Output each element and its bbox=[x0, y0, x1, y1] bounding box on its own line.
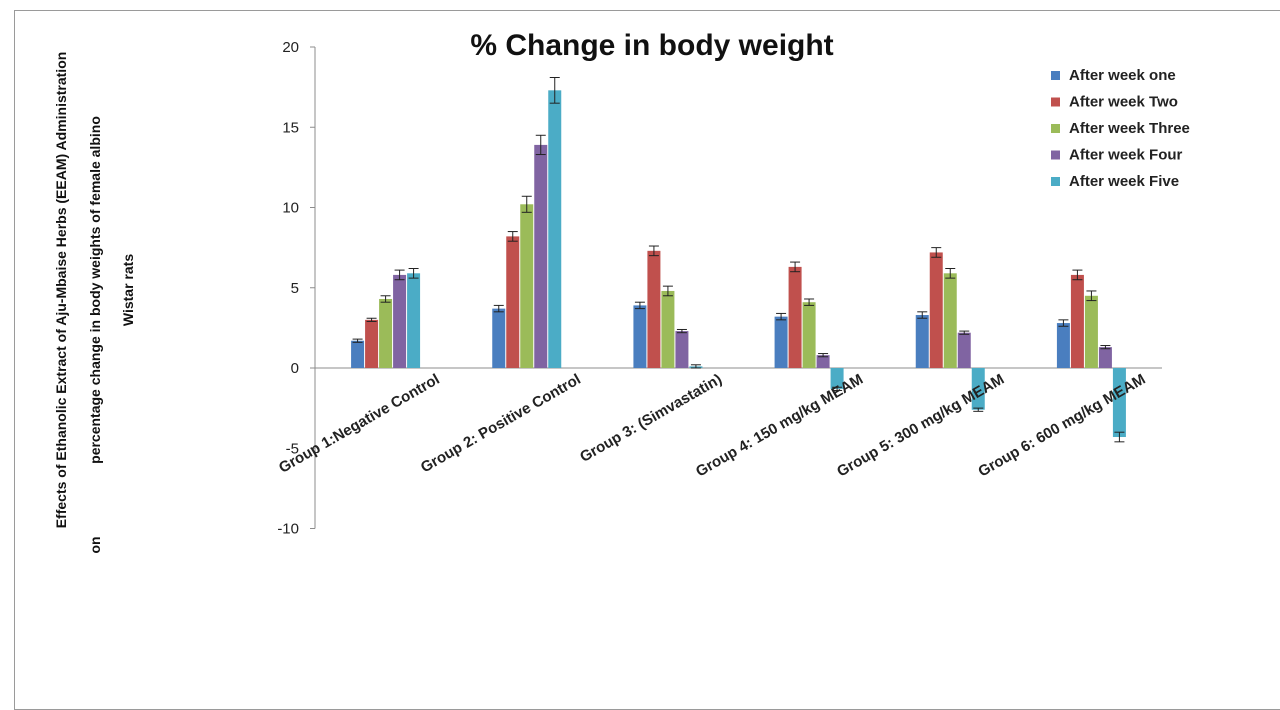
bar bbox=[633, 305, 647, 368]
bar bbox=[365, 319, 379, 368]
bar bbox=[971, 368, 985, 410]
bar bbox=[957, 332, 971, 368]
legend-swatch bbox=[1051, 150, 1060, 160]
legend-label: After week one bbox=[1069, 67, 1176, 84]
bar bbox=[351, 340, 365, 368]
bar bbox=[788, 266, 802, 368]
legend-label: After week Three bbox=[1069, 120, 1190, 137]
legend-swatch bbox=[1051, 177, 1060, 186]
bar bbox=[675, 331, 689, 368]
bar bbox=[1070, 274, 1084, 368]
legend-swatch bbox=[1051, 124, 1060, 133]
bar bbox=[647, 250, 661, 368]
bar bbox=[661, 290, 675, 368]
y-tick-label: 10 bbox=[282, 200, 299, 217]
bar bbox=[774, 316, 788, 368]
y-tick-label: 5 bbox=[291, 280, 299, 297]
category-label: Group 3: (Simvastatin) bbox=[577, 371, 725, 466]
y-tick-label: 15 bbox=[282, 119, 299, 136]
chart-title: % Change in body weight bbox=[470, 29, 833, 62]
y-tick-labels: 20 15 10 5 0 -5 -10 bbox=[277, 39, 299, 538]
y-tick-label: -10 bbox=[277, 521, 299, 538]
bar bbox=[1056, 323, 1070, 368]
y-tick-label: -5 bbox=[286, 440, 299, 457]
category-label: Group 2: Positive Control bbox=[418, 371, 584, 477]
bar bbox=[1112, 368, 1126, 438]
bar bbox=[943, 273, 957, 368]
bar bbox=[379, 298, 393, 368]
y-axis-label: Effects of Ethanolic Extract of Aju-Mbai… bbox=[53, 52, 136, 554]
bar bbox=[393, 274, 407, 368]
bar bbox=[534, 144, 548, 368]
chart: % Change in body weight Effects of Ethan… bbox=[53, 29, 1190, 554]
y-tick-label: 20 bbox=[282, 39, 299, 56]
bar bbox=[548, 90, 562, 369]
legend: After week one After week Two After week T… bbox=[1051, 67, 1190, 190]
legend-label: After week Two bbox=[1069, 94, 1178, 111]
bar bbox=[520, 204, 534, 368]
bar bbox=[830, 368, 844, 389]
bar bbox=[929, 252, 943, 368]
legend-label: After week Five bbox=[1069, 173, 1179, 190]
y-axis-label-prefix: on bbox=[87, 536, 103, 553]
bars bbox=[351, 76, 1126, 443]
axes bbox=[310, 46, 1162, 529]
y-axis-label-line-3: Wistar rats bbox=[120, 254, 136, 326]
y-axis-label-line-1: Effects of Ethanolic Extract of Aju-Mbai… bbox=[53, 52, 69, 529]
legend-swatch bbox=[1051, 97, 1060, 107]
legend-label: After week Four bbox=[1069, 147, 1183, 164]
bar bbox=[407, 273, 421, 368]
bar bbox=[802, 302, 816, 368]
y-axis-label-line-2: percentage change in body weights of fem… bbox=[87, 116, 103, 464]
bar bbox=[915, 315, 929, 368]
bar bbox=[1098, 347, 1112, 368]
legend-swatch bbox=[1051, 71, 1060, 80]
bar bbox=[492, 308, 506, 368]
y-tick-label: 0 bbox=[291, 360, 299, 377]
bar bbox=[506, 236, 520, 368]
bar bbox=[1084, 295, 1098, 368]
bar bbox=[816, 355, 830, 368]
